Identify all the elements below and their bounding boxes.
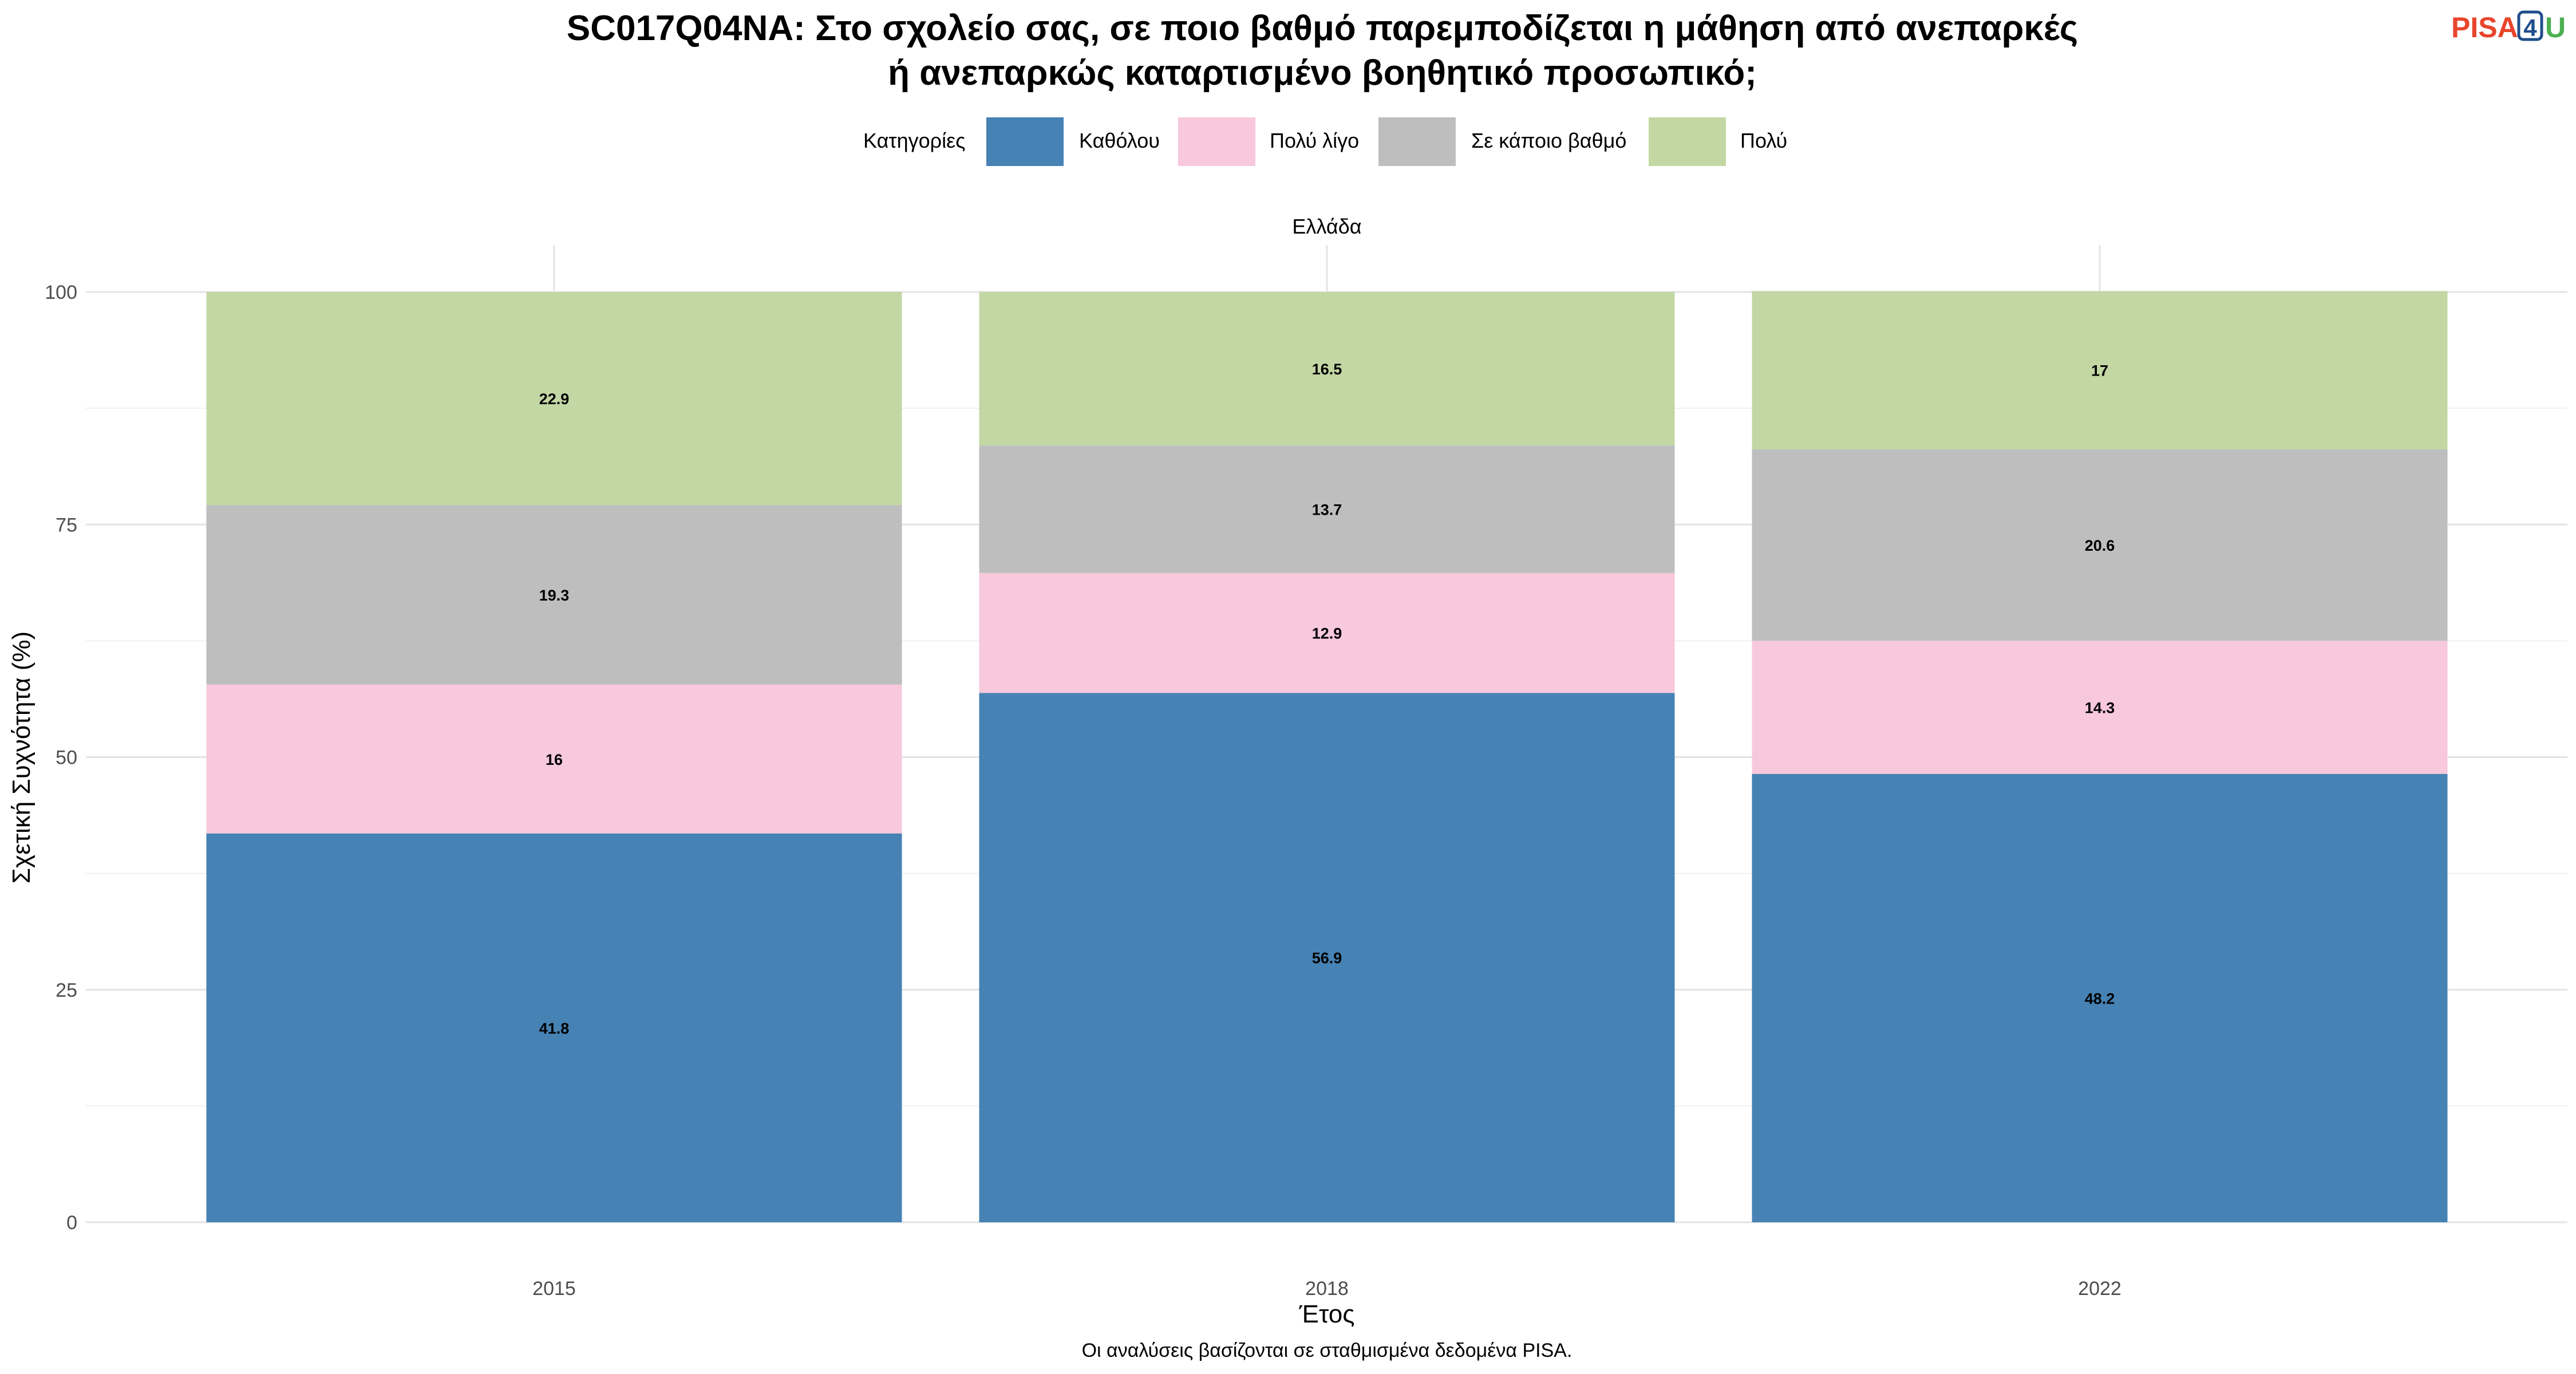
- bar-segment-2015-3: [206, 292, 902, 506]
- x-tick-label: 2022: [2078, 1278, 2121, 1300]
- bar-label-2015-1: 16: [546, 751, 563, 768]
- y-tick-label: 0: [66, 1212, 77, 1234]
- facet-label: Ελλάδα: [1292, 215, 1361, 238]
- x-axis-ticks: 2015 2018 2022: [532, 1278, 2121, 1300]
- chart-title-line-2: ή ανεπαρκώς καταρτισμένο βοηθητικό προσω…: [888, 53, 1757, 93]
- legend-label-0: Καθόλου: [1079, 129, 1160, 152]
- legend-key-1: [1178, 117, 1255, 166]
- bar-label-2018-1: 12.9: [1312, 625, 1342, 642]
- y-axis-ticks: 0 25 50 75 100: [45, 282, 77, 1234]
- y-tick-label: 75: [56, 514, 77, 536]
- chart-title-line-1: SC017Q04NA: Στο σχολείο σας, σε ποιο βαθ…: [567, 9, 2078, 48]
- logo-pisa-text: PISA: [2451, 11, 2518, 44]
- y-tick-label: 50: [56, 747, 77, 769]
- bar-label-2022-0: 48.2: [2085, 990, 2115, 1007]
- bar-segment-2018-1: [979, 572, 1675, 693]
- bar-segment-2022-0: [1752, 773, 2448, 1222]
- logo-u-text: U: [2545, 11, 2566, 44]
- legend-label-2: Σε κάποιο βαθμό: [1471, 129, 1626, 152]
- x-tick-label: 2018: [1305, 1278, 1349, 1300]
- legend: Κατηγορίες Καθόλου Πολύ λίγο Σε κάποιο βαθ…: [863, 117, 1787, 166]
- legend-label-1: Πολύ λίγο: [1270, 129, 1359, 152]
- bar-label-2015-3: 22.9: [539, 390, 570, 408]
- svg-text:PISA: PISA: [2451, 11, 2518, 44]
- legend-key-0: [986, 117, 1064, 166]
- caption: Οι αναλύσεις βασίζονται σε σταθμισμένα δ…: [1082, 1340, 1573, 1361]
- bar-segment-2015-0: [206, 833, 902, 1222]
- bar-labels: 41.8 16 19.3 22.9 56.9 12.9 13.7 16.5 48.2 14.3 20…: [539, 361, 2115, 1037]
- bar-label-2022-3: 17: [2091, 362, 2108, 380]
- pisa4u-logo: PISA 4 U: [2451, 10, 2566, 44]
- y-tick-label: 25: [56, 980, 77, 1001]
- bar-segment-2022-2: [1752, 449, 2448, 641]
- y-axis-title: Σχετική Συχνότητα (%): [7, 631, 35, 884]
- bar-label-2018-0: 56.9: [1312, 950, 1342, 967]
- bar-label-2018-3: 16.5: [1312, 361, 1342, 378]
- x-axis-title: Έτος: [1299, 1300, 1355, 1328]
- x-tick-label: 2015: [532, 1278, 576, 1300]
- logo-four-text: 4: [2523, 14, 2537, 41]
- bar-label-2015-2: 19.3: [539, 587, 570, 604]
- legend-label-3: Πολύ: [1740, 129, 1787, 152]
- logo-four-box: [2517, 10, 2543, 41]
- bar-segment-2015-2: [206, 505, 902, 685]
- bar-segment-2018-3: [979, 292, 1675, 446]
- bar-label-2022-1: 14.3: [2085, 700, 2115, 717]
- bar-segment-2015-1: [206, 684, 902, 834]
- legend-key-2: [1378, 117, 1456, 166]
- legend-key-3: [1649, 117, 1726, 166]
- bars: [206, 291, 2448, 1222]
- bar-segment-2018-2: [979, 445, 1675, 573]
- legend-title: Κατηγορίες: [863, 129, 966, 152]
- bar-label-2022-2: 20.6: [2085, 537, 2115, 554]
- y-tick-label: 100: [45, 282, 77, 303]
- bar-segment-2022-3: [1752, 291, 2448, 449]
- bar-segment-2018-0: [979, 693, 1675, 1222]
- bar-label-2018-2: 13.7: [1312, 501, 1342, 518]
- bar-segment-2022-1: [1752, 641, 2448, 774]
- bar-label-2015-0: 41.8: [539, 1020, 570, 1037]
